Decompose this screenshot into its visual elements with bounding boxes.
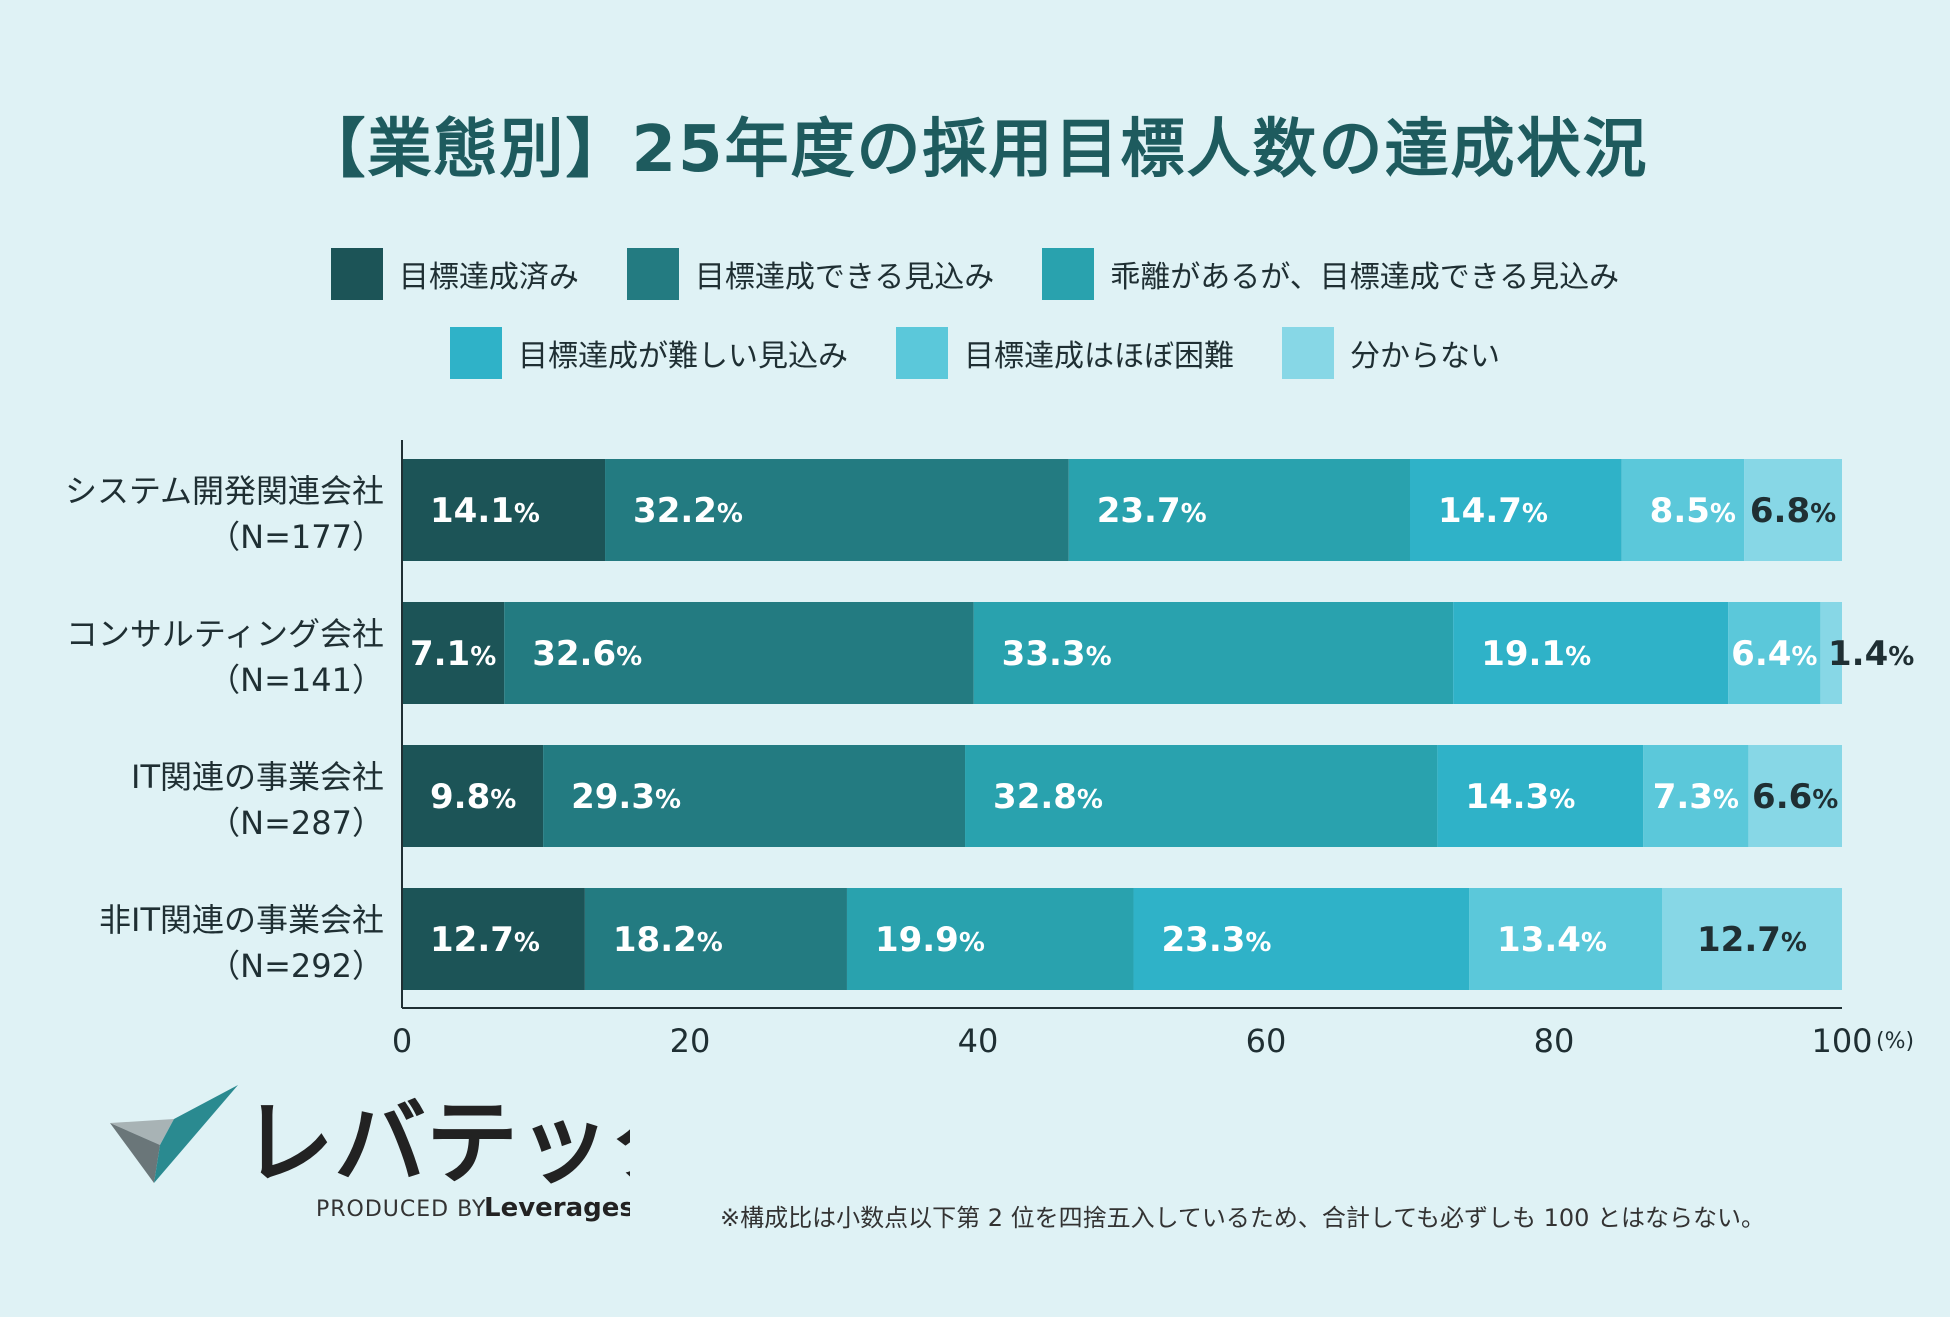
footnote: ※構成比は小数点以下第 2 位を四捨五入しているため、合計しても必ずしも 100… bbox=[720, 1204, 1766, 1232]
bar-segment bbox=[1643, 745, 1749, 847]
bar-segment bbox=[402, 602, 505, 704]
bar-value-label: 8.5% bbox=[1650, 491, 1736, 531]
bar-segment bbox=[1469, 888, 1662, 990]
x-tick-label: 100 bbox=[1811, 1022, 1872, 1060]
bar-segment bbox=[504, 602, 974, 704]
x-tick-label: 20 bbox=[670, 1022, 711, 1060]
bar-segment bbox=[973, 602, 1454, 704]
row-label-name: システム開発関連会社 bbox=[65, 472, 384, 510]
row-label-n: （N=292） bbox=[208, 947, 384, 985]
bar-segment bbox=[1662, 888, 1842, 990]
x-tick-label: 0 bbox=[392, 1022, 412, 1060]
bar-segment bbox=[1068, 459, 1410, 561]
legend-item-achieved: 目標達成済み bbox=[330, 248, 579, 300]
legend-item-likely: 目標達成できる見込み bbox=[626, 248, 995, 300]
bar-value-label: 33.3% bbox=[1002, 634, 1112, 674]
legend-swatch-difficult bbox=[450, 327, 502, 379]
legend-item-gap-likely: 乖離があるが、目標達成できる見込み bbox=[1042, 248, 1619, 300]
bar-value-label: 7.1% bbox=[410, 634, 496, 674]
legend-label-unknown: 分からない bbox=[1350, 339, 1500, 374]
bar-segment bbox=[605, 459, 1069, 561]
logo-brand-text: レバテック bbox=[242, 1090, 630, 1197]
legend-label-nearly-impossible: 目標達成はほぼ困難 bbox=[964, 339, 1234, 374]
legend-label-gap-likely: 乖離があるが、目標達成できる見込み bbox=[1110, 260, 1620, 295]
bar-value-label: 6.8% bbox=[1750, 491, 1836, 531]
legend-swatch-likely bbox=[626, 248, 679, 300]
bar-segment bbox=[1437, 745, 1644, 847]
legend-item-nearly-impossible: 目標達成はほぼ困難 bbox=[896, 327, 1234, 379]
leverages-logo: レバテック PRODUCED BY Leverages bbox=[110, 1085, 630, 1223]
legend-item-difficult: 目標達成が難しい見込み bbox=[450, 327, 848, 379]
legend-row-2: 目標達成が難しい見込み 目標達成はほぼ困難 分からない bbox=[0, 327, 1950, 379]
row-label-name: 非IT関連の事業会社 bbox=[99, 901, 384, 939]
bar-value-label: 29.3% bbox=[571, 777, 681, 817]
bar-segment bbox=[1133, 888, 1470, 990]
bar-value-label: 9.8% bbox=[430, 777, 516, 817]
bar-value-label: 23.7% bbox=[1097, 491, 1207, 531]
bar-segment bbox=[965, 745, 1438, 847]
bar-segment bbox=[1748, 745, 1842, 847]
bar-value-label: 6.4% bbox=[1731, 634, 1817, 674]
row-label-n: （N=287） bbox=[208, 804, 384, 842]
bar-segment bbox=[846, 888, 1134, 990]
x-tick-label: 80 bbox=[1534, 1022, 1575, 1060]
bar-value-label: 23.3% bbox=[1162, 920, 1272, 960]
bar-value-label: 18.2% bbox=[613, 920, 723, 960]
bar-value-label: 1.4% bbox=[1828, 634, 1914, 674]
bar-value-label: 19.1% bbox=[1481, 634, 1591, 674]
x-tick-label: 40 bbox=[958, 1022, 999, 1060]
bar-value-label: 32.8% bbox=[993, 777, 1103, 817]
logo-produced-by: PRODUCED BY bbox=[316, 1197, 486, 1222]
bar-value-label: 14.3% bbox=[1465, 777, 1575, 817]
bar-value-label: 19.9% bbox=[875, 920, 985, 960]
bar-value-label: 7.3% bbox=[1653, 777, 1739, 817]
bar-segment bbox=[1453, 602, 1729, 704]
legend-swatch-nearly-impossible bbox=[896, 327, 948, 379]
x-tick-label: 60 bbox=[1246, 1022, 1287, 1060]
legend-swatch-unknown bbox=[1282, 327, 1334, 379]
x-axis-unit: (%) bbox=[1876, 1029, 1914, 1054]
legend-row-1: 目標達成済み 目標達成できる見込み 乖離があるが、目標達成できる見込み bbox=[0, 248, 1950, 300]
legend-swatch-achieved bbox=[330, 248, 383, 300]
bar-segment bbox=[1728, 602, 1821, 704]
bar-value-label: 13.4% bbox=[1497, 920, 1607, 960]
logo-mark-icon bbox=[110, 1085, 238, 1183]
row-label-name: コンサルティング会社 bbox=[66, 615, 384, 653]
bar-value-label: 14.1% bbox=[430, 491, 540, 531]
bar-segment bbox=[584, 888, 847, 990]
bar-value-label: 32.6% bbox=[532, 634, 642, 674]
bar-value-label: 32.2% bbox=[633, 491, 743, 531]
bar-value-label: 6.6% bbox=[1752, 777, 1838, 817]
row-label-name: IT関連の事業会社 bbox=[131, 758, 384, 796]
row-label-n: （N=177） bbox=[208, 518, 384, 556]
bar-segment bbox=[1410, 459, 1622, 561]
legend-swatch-gap-likely bbox=[1042, 248, 1095, 300]
logo-company: Leverages bbox=[484, 1193, 630, 1223]
bar-segment bbox=[402, 745, 544, 847]
chart-title: 【業態別】25年度の採用目標人数の達成状況 bbox=[301, 113, 1649, 187]
legend-item-unknown: 分からない bbox=[1282, 327, 1500, 379]
legend-label-achieved: 目標達成済み bbox=[398, 260, 579, 295]
bar-segment bbox=[1621, 459, 1745, 561]
row-label-n: （N=141） bbox=[208, 661, 384, 699]
bar-value-label: 12.7% bbox=[1697, 920, 1807, 960]
bar-segment bbox=[402, 888, 585, 990]
legend-label-likely: 目標達成できる見込み bbox=[694, 260, 995, 295]
bar-segment bbox=[1744, 459, 1842, 561]
bar-value-label: 12.7% bbox=[430, 920, 540, 960]
bar-segment bbox=[543, 745, 966, 847]
bar-segment bbox=[1820, 602, 1842, 704]
bar-value-label: 14.7% bbox=[1438, 491, 1548, 531]
bar-segment bbox=[402, 459, 606, 561]
legend-label-difficult: 目標達成が難しい見込み bbox=[518, 339, 848, 374]
